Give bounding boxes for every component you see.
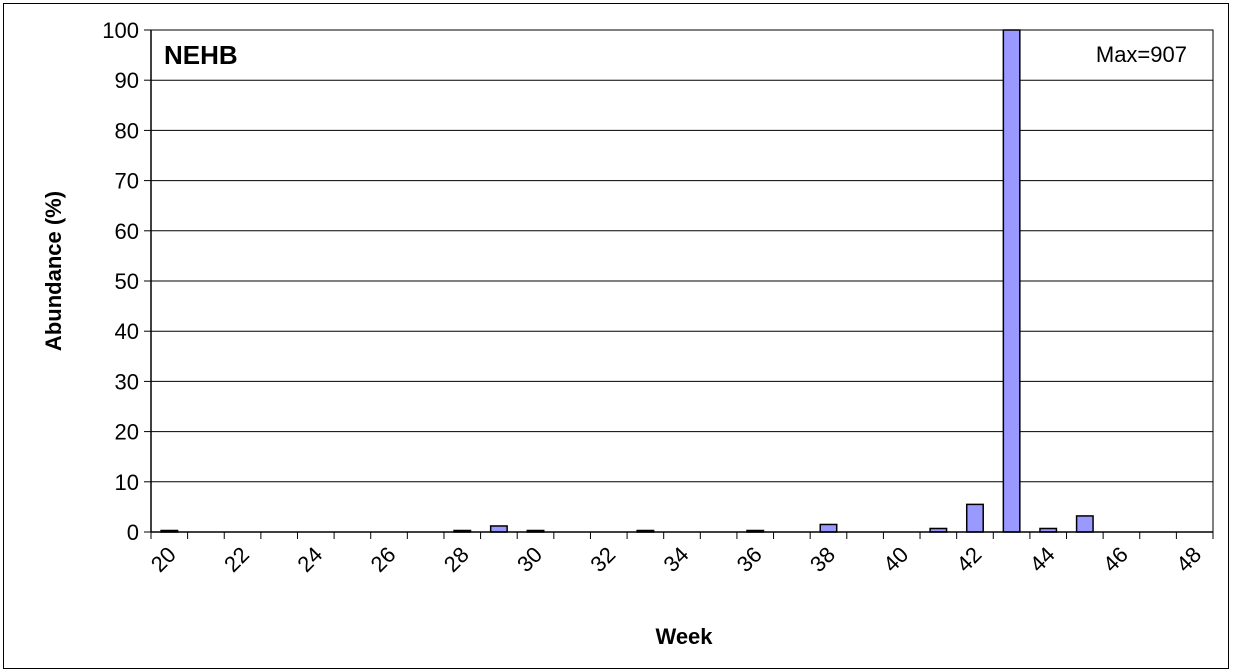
chart-frame: 0 10 20 30 40 50 60 70 80 90 100 20 22 24 26 28 30 32 34 3… — [3, 3, 1229, 669]
x-tick-label: 20 — [146, 542, 181, 577]
abundance-bar-chart: 0 10 20 30 40 50 60 70 80 90 100 20 22 24 26 28 30 32 34 3… — [41, 18, 1214, 649]
y-axis-title: Abundance (%) — [41, 191, 66, 351]
max-annotation: Max=907 — [1096, 42, 1187, 67]
y-tick-label: 80 — [115, 118, 139, 143]
y-tick-label: 100 — [102, 18, 139, 43]
x-tick-label: 48 — [1171, 542, 1206, 577]
x-tick-label: 28 — [439, 542, 474, 577]
y-tick-label: 10 — [115, 470, 139, 495]
x-tick-label: 34 — [659, 542, 694, 577]
x-tick-label: 22 — [219, 542, 254, 577]
y-tick-label: 0 — [127, 520, 139, 545]
y-tick-label: 40 — [115, 319, 139, 344]
bar-week-29 — [489, 525, 508, 533]
bar-week-45 — [1075, 515, 1094, 533]
x-tick-label: 26 — [366, 542, 401, 577]
y-tick-label: 50 — [115, 269, 139, 294]
x-axis-title: Week — [655, 624, 713, 649]
y-tick-label: 20 — [115, 420, 139, 445]
x-tick-label: 40 — [878, 542, 913, 577]
bar-series — [160, 29, 1094, 533]
x-tick-label: 42 — [952, 542, 987, 577]
y-tick-label: 30 — [115, 369, 139, 394]
x-tick-label: 38 — [805, 542, 840, 577]
axes — [144, 29, 1214, 539]
panel-label: NEHB — [164, 40, 238, 70]
bar-week-38 — [819, 523, 838, 533]
bar-week-42 — [965, 503, 984, 533]
y-tick-labels: 0 10 20 30 40 50 60 70 80 90 100 — [102, 18, 139, 545]
y-tick-label: 90 — [115, 68, 139, 93]
x-tick-label: 24 — [292, 542, 327, 577]
x-tick-label: 32 — [585, 542, 620, 577]
x-tick-labels: 20 22 24 26 28 30 32 34 36 38 40 42 44 46 48 — [146, 542, 1206, 577]
x-tick-label: 44 — [1025, 542, 1060, 577]
x-tick-label: 46 — [1098, 542, 1133, 577]
x-tick-label: 36 — [732, 542, 767, 577]
y-tick-label: 70 — [115, 169, 139, 194]
y-tick-label: 60 — [115, 219, 139, 244]
x-tick-label: 30 — [512, 542, 547, 577]
gridlines — [150, 29, 1214, 533]
bar-week-43 — [1002, 29, 1021, 533]
